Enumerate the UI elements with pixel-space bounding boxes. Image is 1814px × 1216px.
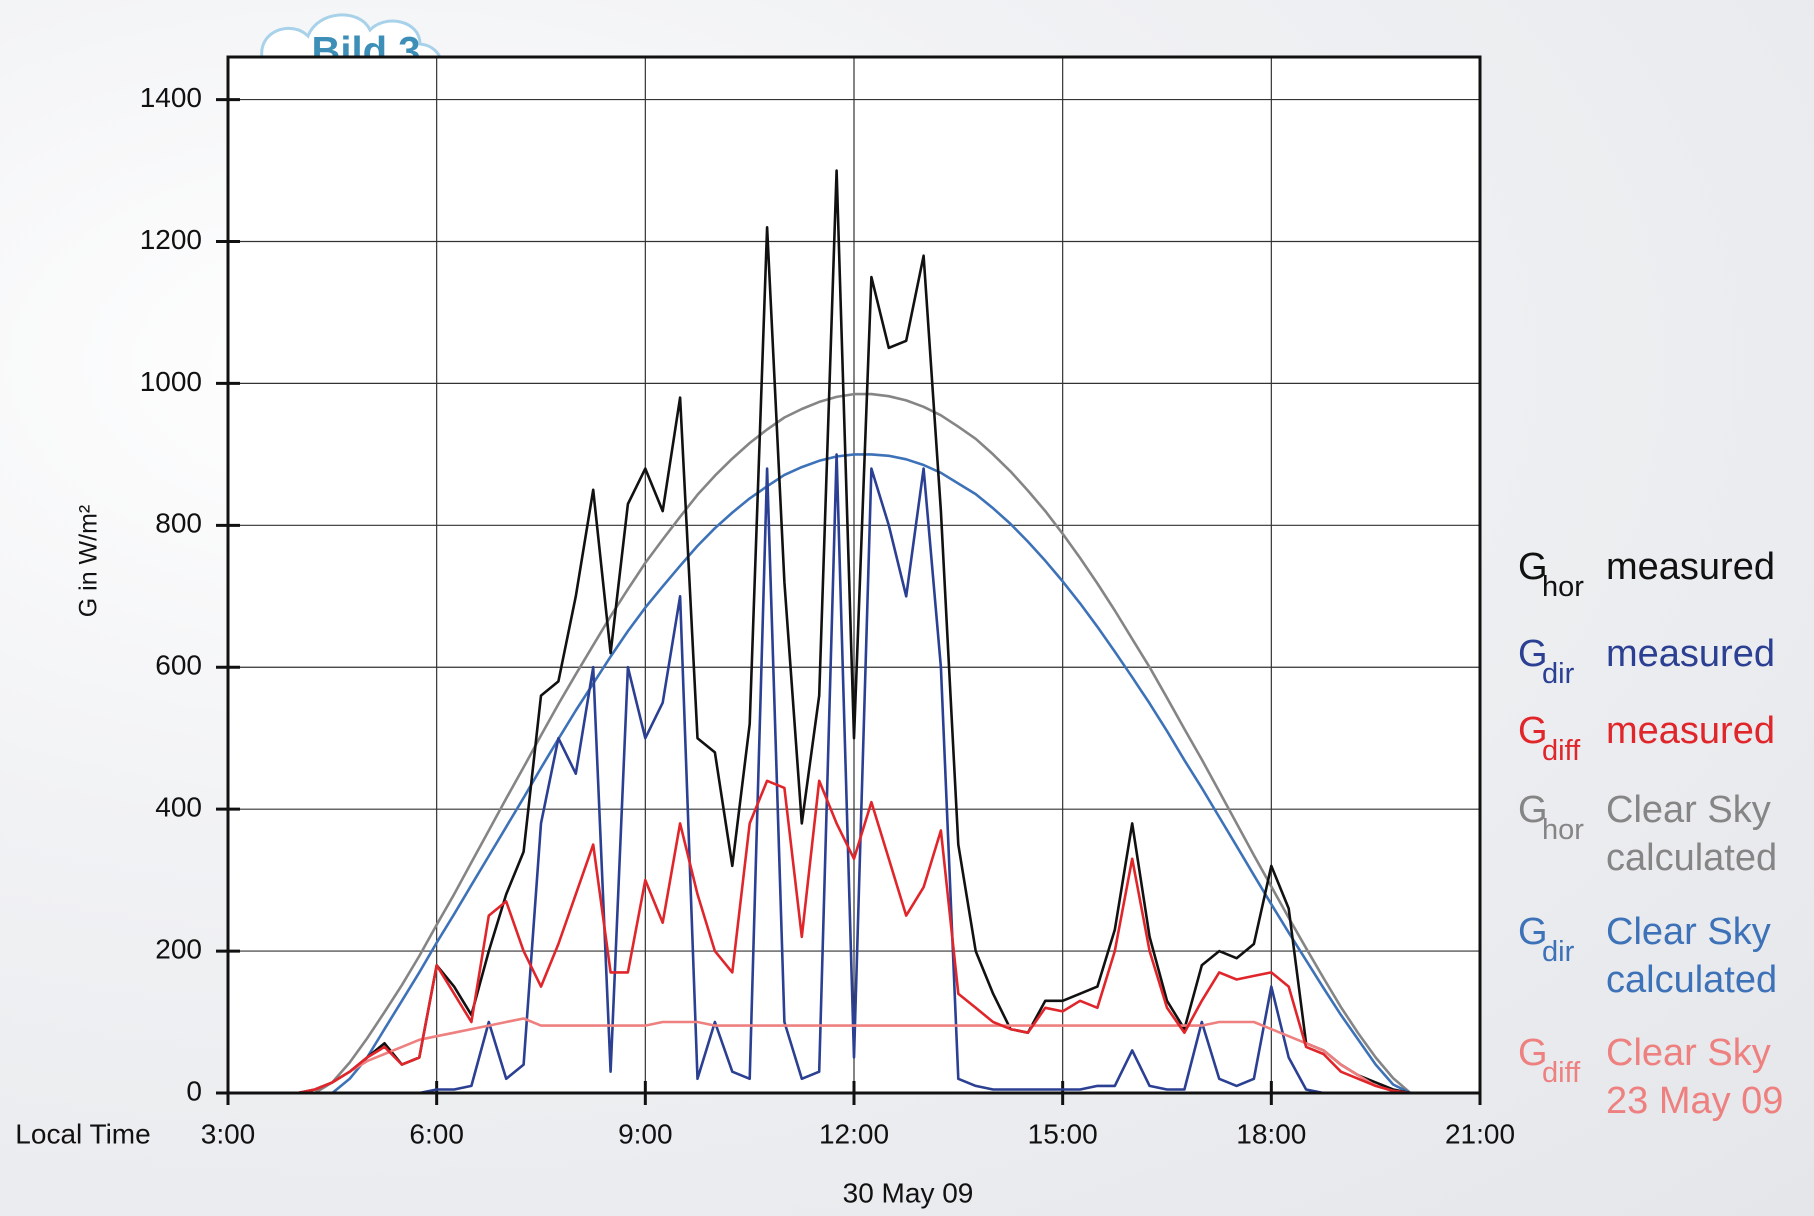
legend-symbol: G (1518, 710, 1548, 752)
legend-label: measured (1606, 710, 1775, 752)
x-tick-label: 12:00 (819, 1118, 889, 1149)
legend-symbol: G (1518, 546, 1548, 588)
legend-label: Clear Sky 23 May 09 (1606, 1032, 1784, 1122)
legend-label: measured (1606, 633, 1775, 675)
series-line (228, 453, 1480, 1095)
legend-entry: Ghor measured (1518, 543, 1806, 603)
series-line (228, 392, 1480, 1095)
y-tick-label: 200 (155, 933, 202, 964)
legend-symbol: G (1518, 911, 1548, 953)
legend-entry: Gdiff measured (1518, 707, 1806, 767)
x-tick-label: 18:00 (1236, 1118, 1306, 1149)
y-tick-label: 1000 (140, 366, 202, 397)
x-tick-label: 9:00 (618, 1118, 673, 1149)
y-tick-label: 0 (186, 1075, 202, 1106)
legend-entry: Ghor Clear Sky calculated (1518, 786, 1806, 882)
y-tick-label: 1400 (140, 82, 202, 113)
legend-subscript: dir (1542, 658, 1575, 690)
x-tick-label: 3:00 (201, 1118, 256, 1149)
legend-subscript: diff (1542, 735, 1581, 767)
x-axis-label: 30 May 09 (843, 1177, 974, 1208)
legend-symbol: G (1518, 789, 1548, 831)
series-line (228, 1017, 1480, 1095)
legend-entry: Gdiff Clear Sky 23 May 09 (1518, 1029, 1806, 1125)
legend-label: measured (1606, 546, 1775, 588)
series-line (228, 779, 1480, 1095)
x-tick-label: 21:00 (1445, 1118, 1515, 1149)
legend-label: Clear Sky calculated (1606, 789, 1778, 879)
y-tick-label: 800 (155, 508, 202, 539)
y-tick-label: 600 (155, 650, 202, 681)
y-tick-label: 400 (155, 792, 202, 823)
legend-entry: Gdir Clear Sky calculated (1518, 908, 1806, 1004)
legend-subscript: hor (1542, 814, 1584, 846)
legend-symbol: G (1518, 633, 1548, 675)
legend-label: Clear Sky calculated (1606, 911, 1778, 1001)
y-tick-label: 1200 (140, 224, 202, 255)
plot: 0 200 400 600 800 1000 1200 1400 3:00 6:00 9:00 12:… (140, 55, 1515, 1149)
x-tick-label: 6:00 (409, 1118, 464, 1149)
legend-subscript: dir (1542, 936, 1575, 968)
series-line (228, 453, 1480, 1095)
x-tick-label: 15:00 (1028, 1118, 1098, 1149)
plot-frame (226, 55, 1482, 1095)
legend-subscript: hor (1542, 571, 1584, 603)
x-label-prefix: Local Time (15, 1118, 150, 1149)
legend-entry: Gdir measured (1518, 630, 1806, 690)
legend-symbol: G (1518, 1032, 1548, 1074)
legend-subscript: diff (1542, 1057, 1581, 1089)
y-axis-label: G in W/m² (75, 505, 103, 618)
